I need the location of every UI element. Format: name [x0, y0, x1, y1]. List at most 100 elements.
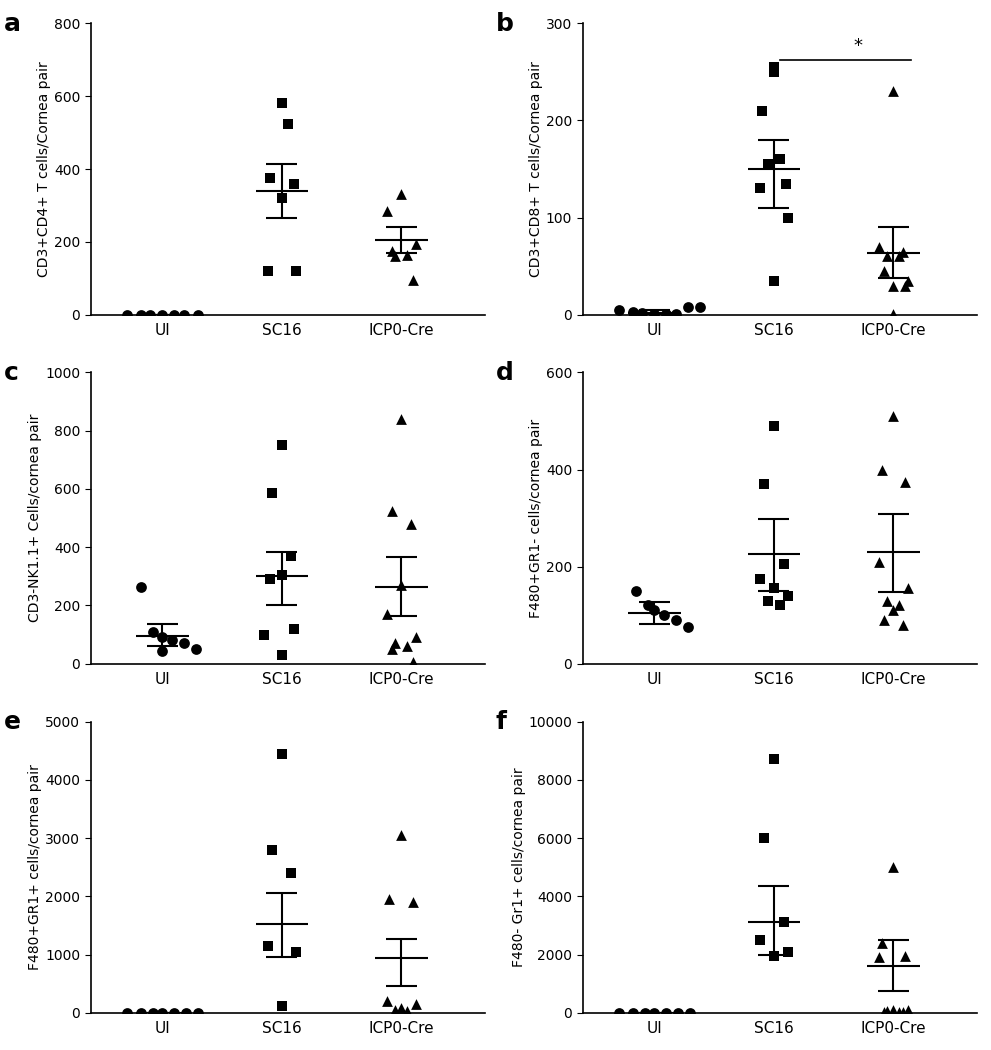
Point: [900, 1002, 916, 1018]
Point: [871, 553, 887, 570]
Point: [408, 629, 424, 646]
Point: [683, 1005, 699, 1022]
Point: [155, 629, 170, 646]
Point: [886, 407, 902, 424]
Point: [668, 611, 684, 628]
Point: [778, 175, 794, 192]
Point: [656, 607, 672, 624]
Point: [176, 635, 192, 652]
Point: [143, 307, 159, 323]
Y-axis label: F480- Gr1+ cells/cornea pair: F480- Gr1+ cells/cornea pair: [511, 768, 525, 967]
Point: [886, 306, 902, 322]
Point: [393, 186, 409, 203]
Point: [880, 248, 896, 265]
Point: [393, 576, 409, 593]
Point: [760, 155, 776, 172]
Point: [382, 890, 397, 907]
Point: [384, 243, 399, 259]
Y-axis label: CD3+CD8+ T cells/Cornea pair: CD3+CD8+ T cells/Cornea pair: [529, 61, 543, 277]
Point: [408, 235, 424, 252]
Point: [766, 947, 782, 964]
Point: [898, 277, 914, 294]
Point: [886, 1002, 902, 1018]
Y-axis label: F480+GR1- cells/cornea pair: F480+GR1- cells/cornea pair: [529, 419, 543, 617]
Point: [625, 303, 641, 320]
Point: [190, 307, 206, 323]
Text: d: d: [496, 361, 513, 385]
Point: [133, 579, 149, 595]
Point: [283, 864, 299, 881]
Point: [384, 502, 399, 519]
Point: [640, 597, 656, 614]
Point: [658, 306, 674, 322]
Point: [610, 301, 626, 318]
Point: [262, 571, 277, 588]
Point: [288, 943, 304, 960]
Point: [658, 1005, 674, 1022]
Point: [260, 938, 275, 954]
Point: [165, 632, 180, 649]
Text: f: f: [496, 710, 506, 734]
Point: [880, 592, 896, 609]
Point: [274, 437, 289, 454]
Point: [166, 307, 182, 323]
Text: a: a: [4, 12, 21, 36]
Point: [898, 947, 914, 964]
Point: [262, 170, 277, 187]
Point: [380, 203, 395, 219]
Point: [155, 643, 170, 659]
Point: [133, 1005, 149, 1022]
Point: [772, 151, 788, 168]
Text: c: c: [4, 361, 19, 385]
Text: e: e: [4, 710, 21, 734]
Text: *: *: [853, 37, 862, 55]
Point: [178, 1005, 194, 1022]
Point: [637, 1005, 653, 1022]
Point: [283, 547, 299, 564]
Point: [766, 59, 782, 76]
Point: [886, 277, 902, 294]
Point: [895, 1004, 911, 1021]
Point: [892, 248, 908, 265]
Point: [760, 592, 776, 609]
Point: [874, 934, 890, 951]
Point: [133, 307, 149, 323]
Point: [646, 602, 662, 618]
Point: [145, 624, 161, 640]
Point: [876, 262, 892, 279]
Point: [895, 244, 911, 260]
Point: [751, 931, 767, 948]
Point: [754, 102, 770, 119]
Point: [188, 640, 204, 657]
Point: [871, 949, 887, 966]
Point: [380, 992, 395, 1009]
Point: [780, 943, 796, 960]
Point: [286, 621, 302, 637]
Point: [751, 570, 767, 587]
Point: [119, 307, 135, 323]
Point: [265, 841, 280, 858]
Point: [399, 246, 415, 262]
Point: [119, 1005, 135, 1022]
Y-axis label: CD3-NK1.1+ Cells/cornea pair: CD3-NK1.1+ Cells/cornea pair: [29, 414, 43, 623]
Point: [766, 751, 782, 768]
Point: [646, 1005, 662, 1022]
Point: [780, 209, 796, 226]
Point: [880, 1003, 896, 1020]
Point: [155, 1005, 170, 1022]
Point: [876, 611, 892, 628]
Point: [892, 1004, 908, 1021]
Point: [405, 272, 421, 289]
Y-axis label: CD3+CD4+ T cells/Cornea pair: CD3+CD4+ T cells/Cornea pair: [37, 61, 52, 277]
Point: [886, 602, 902, 618]
Point: [634, 304, 650, 321]
Point: [668, 306, 684, 322]
Point: [886, 859, 902, 876]
Point: [692, 298, 708, 315]
Point: [886, 83, 902, 100]
Point: [751, 180, 767, 196]
Point: [772, 597, 788, 614]
Point: [176, 307, 192, 323]
Point: [265, 485, 280, 502]
Point: [387, 1002, 403, 1018]
